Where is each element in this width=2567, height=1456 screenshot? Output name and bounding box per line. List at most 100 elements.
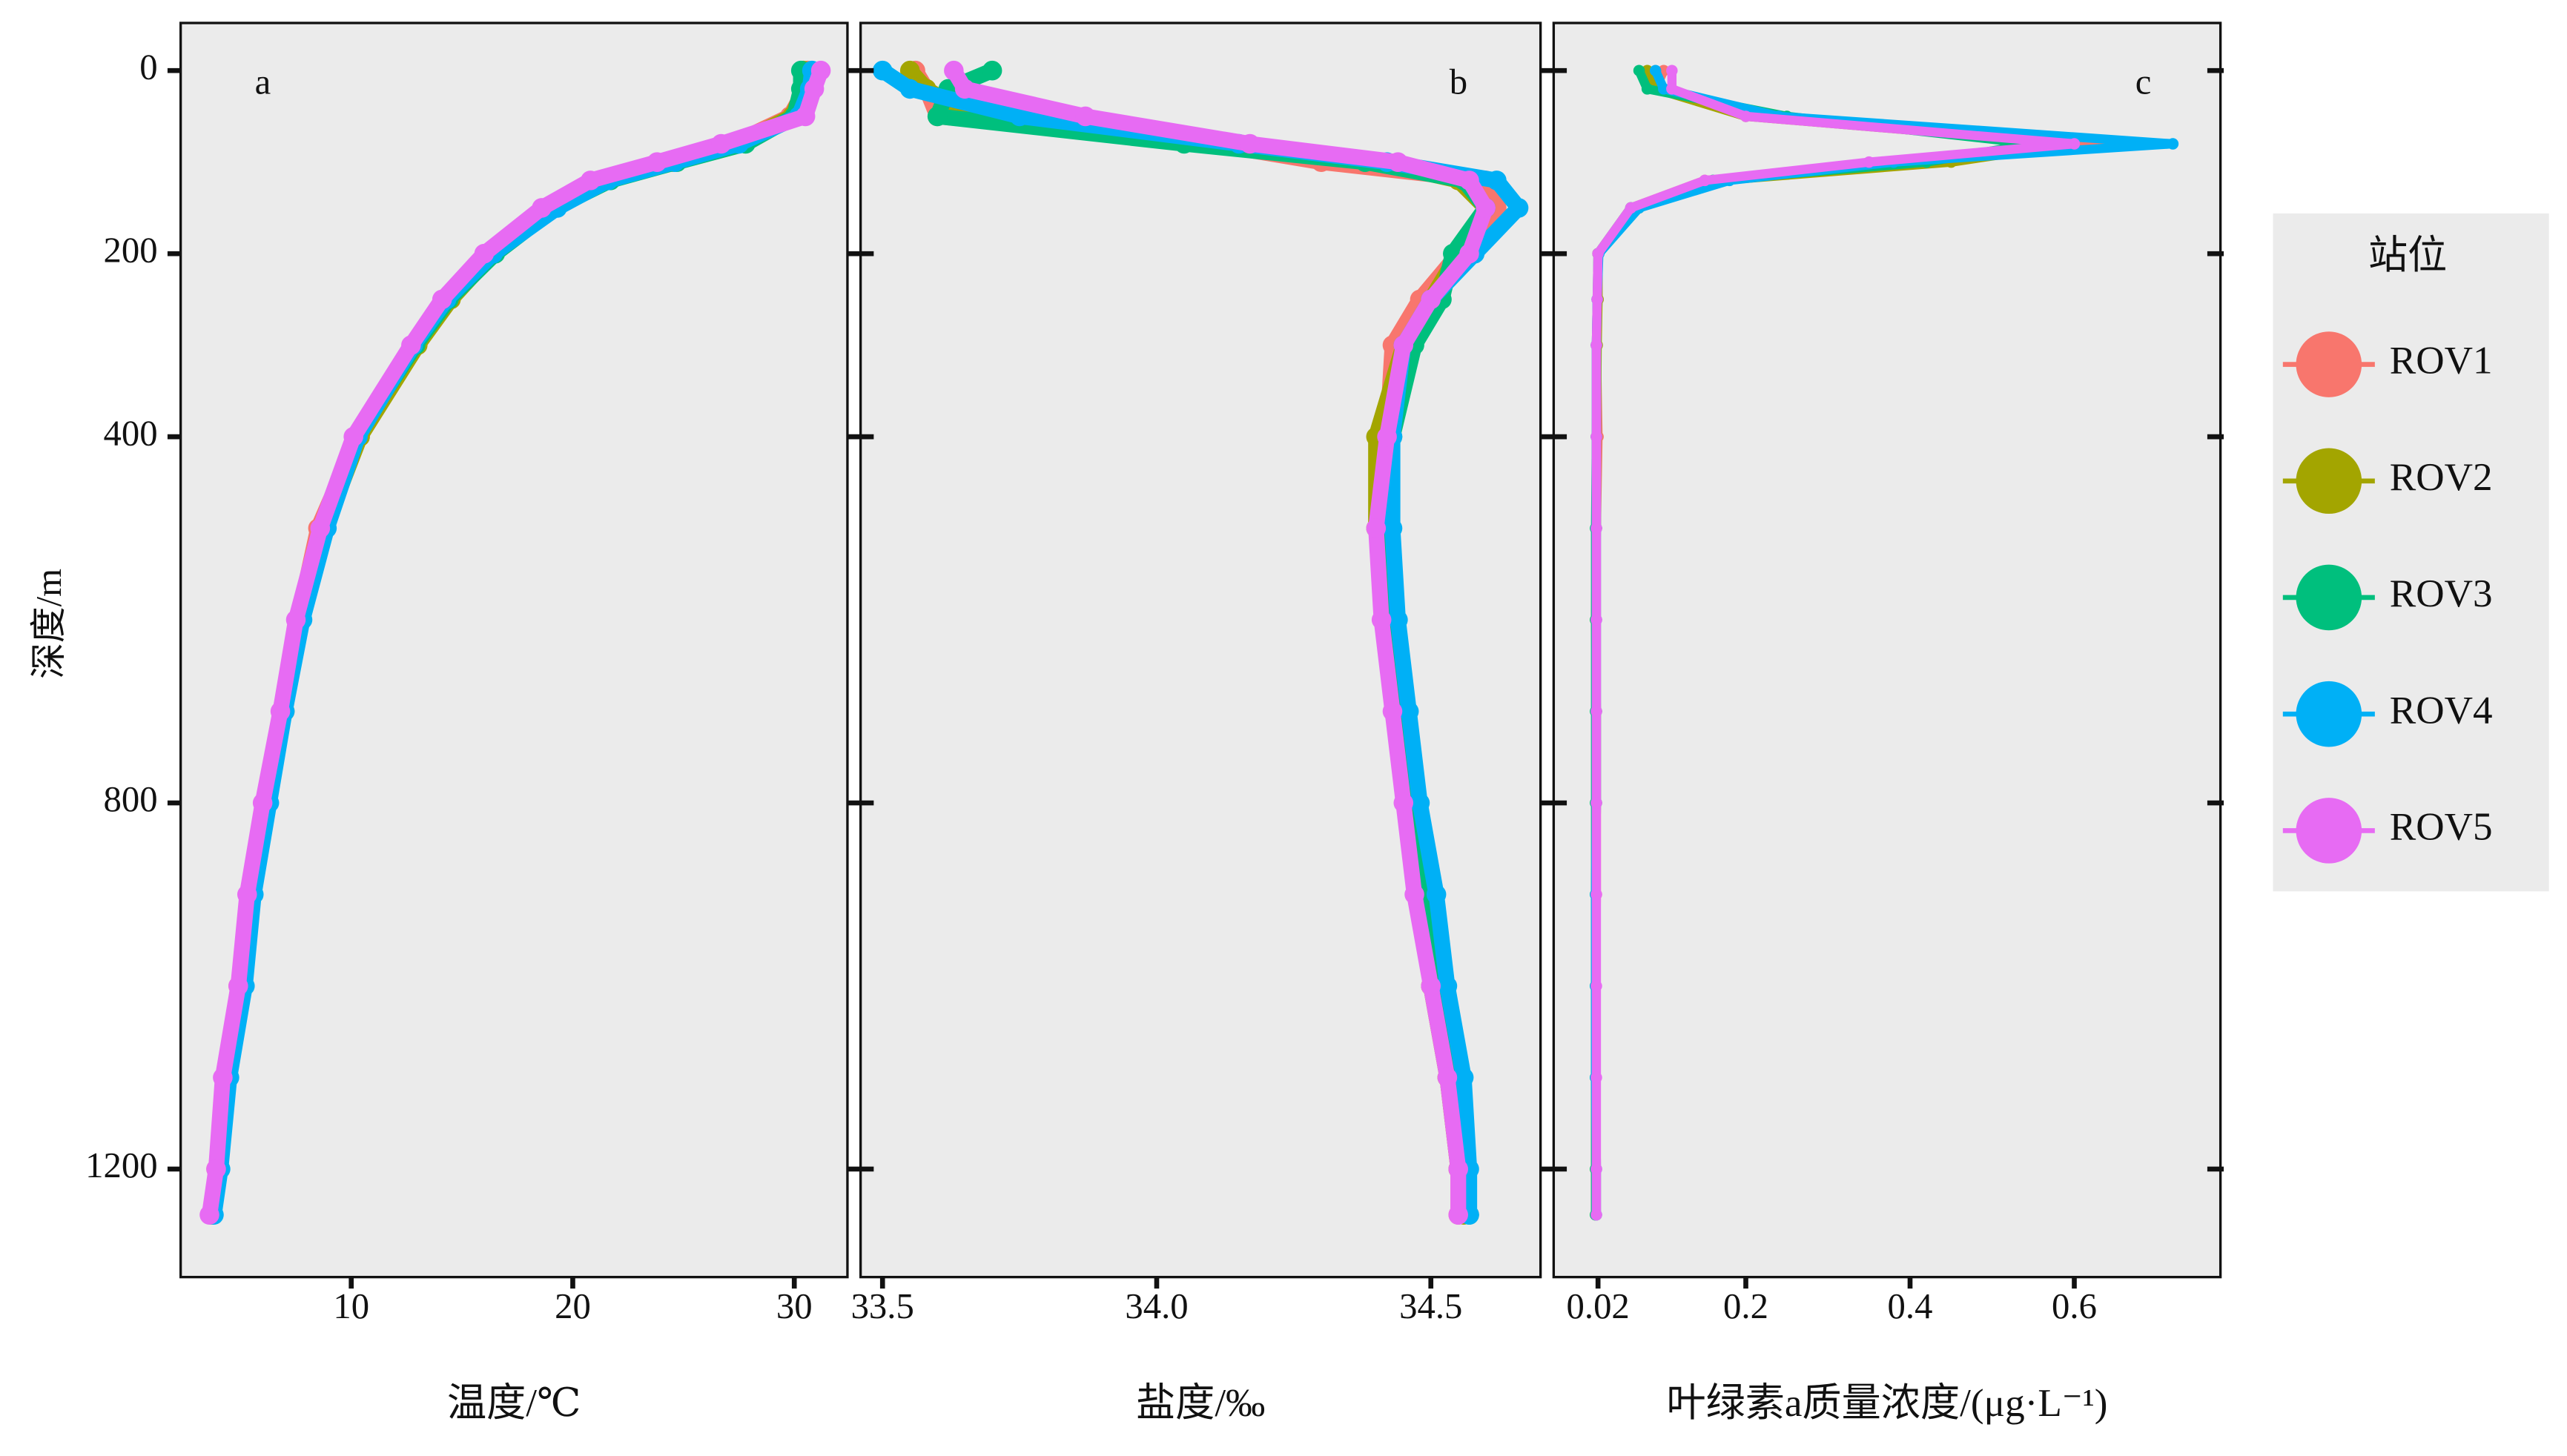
x-tick-label: 30 bbox=[776, 1286, 813, 1326]
x-tick-label: 10 bbox=[333, 1286, 369, 1326]
plot-area bbox=[1590, 64, 2179, 1221]
point bbox=[1863, 156, 1875, 168]
plot-area bbox=[199, 60, 831, 1225]
legend-swatch bbox=[2296, 564, 2362, 631]
panel-frame bbox=[179, 21, 849, 1279]
point bbox=[1592, 248, 1604, 259]
x-axis-label: 叶绿素a质量浓度/(μg·L⁻¹) bbox=[1666, 1382, 2107, 1425]
point bbox=[1393, 792, 1414, 813]
y-tick-label: 200 bbox=[104, 230, 158, 270]
point bbox=[270, 701, 291, 721]
panel-frame bbox=[1552, 21, 2222, 1279]
x-tick-label: 34.5 bbox=[1399, 1286, 1462, 1326]
point bbox=[1590, 1163, 1602, 1175]
point bbox=[1426, 884, 1447, 904]
x-tick-label: 33.5 bbox=[851, 1286, 914, 1326]
point bbox=[252, 792, 273, 813]
point bbox=[1448, 1205, 1469, 1225]
point bbox=[2167, 138, 2179, 150]
point bbox=[1421, 289, 1441, 310]
point bbox=[1404, 884, 1424, 904]
point bbox=[1666, 64, 1678, 76]
point bbox=[581, 171, 601, 191]
legend-swatch bbox=[2296, 448, 2362, 514]
point bbox=[647, 152, 667, 172]
point bbox=[899, 79, 920, 99]
point bbox=[206, 1159, 226, 1179]
point bbox=[1377, 426, 1397, 447]
point bbox=[711, 133, 731, 154]
point bbox=[1590, 980, 1602, 992]
point bbox=[1590, 705, 1602, 718]
point bbox=[228, 976, 248, 996]
point bbox=[1487, 171, 1507, 191]
point bbox=[1437, 1068, 1458, 1088]
point bbox=[804, 79, 825, 99]
legend-swatch bbox=[2296, 681, 2362, 747]
legend-swatch bbox=[2296, 798, 2362, 864]
legend-label: ROV5 bbox=[2390, 806, 2493, 849]
panel-label: c bbox=[2135, 62, 2152, 102]
profile-line bbox=[947, 66, 1494, 1215]
point bbox=[872, 60, 893, 81]
point bbox=[1699, 174, 1711, 187]
y-tick-label: 800 bbox=[104, 779, 158, 819]
legend-swatch bbox=[2296, 331, 2362, 397]
legend-label: ROV3 bbox=[2390, 572, 2493, 615]
point bbox=[1590, 1071, 1602, 1084]
point bbox=[1508, 198, 1529, 218]
point bbox=[1590, 1208, 1602, 1221]
x-tick-label: 34.0 bbox=[1125, 1286, 1188, 1326]
panel-label: b bbox=[1450, 62, 1467, 102]
point bbox=[432, 289, 452, 310]
point bbox=[1459, 171, 1479, 191]
legend-label: ROV4 bbox=[2390, 689, 2493, 732]
point bbox=[1590, 797, 1602, 809]
point bbox=[982, 60, 1002, 81]
y-tick-label: 400 bbox=[104, 413, 158, 453]
x-tick-label: 20 bbox=[555, 1286, 591, 1326]
point bbox=[1366, 518, 1387, 538]
point bbox=[795, 106, 816, 127]
legend-box bbox=[2273, 213, 2549, 892]
point bbox=[1240, 133, 1260, 154]
point bbox=[1388, 609, 1408, 630]
point bbox=[899, 60, 920, 81]
panel-label: a bbox=[255, 62, 271, 102]
point bbox=[1382, 701, 1403, 721]
point bbox=[810, 60, 831, 81]
point bbox=[1382, 518, 1403, 538]
point bbox=[1448, 1159, 1469, 1179]
y-axis-label: 深度/m bbox=[29, 569, 69, 679]
point bbox=[474, 243, 495, 264]
legend-label: ROV1 bbox=[2390, 340, 2493, 383]
point bbox=[944, 60, 964, 81]
profile-line bbox=[201, 67, 829, 1217]
point bbox=[1393, 335, 1414, 355]
point bbox=[213, 1068, 233, 1088]
x-tick-label: 0.4 bbox=[1888, 1286, 1933, 1326]
y-tick-label: 1200 bbox=[85, 1145, 157, 1185]
panel-frame bbox=[859, 21, 1542, 1279]
point bbox=[285, 609, 306, 630]
point bbox=[401, 335, 421, 355]
point bbox=[1421, 976, 1441, 996]
point bbox=[1591, 294, 1603, 305]
legend-title: 站位 bbox=[2368, 234, 2447, 277]
point bbox=[954, 79, 975, 99]
point bbox=[1398, 701, 1419, 721]
point bbox=[1075, 106, 1096, 127]
point bbox=[310, 518, 331, 538]
x-tick-label: 0.2 bbox=[1723, 1286, 1768, 1326]
point bbox=[1459, 243, 1479, 264]
point bbox=[1371, 609, 1392, 630]
point bbox=[1625, 202, 1637, 214]
point bbox=[1453, 1068, 1474, 1088]
legend-label: ROV2 bbox=[2390, 456, 2493, 499]
point bbox=[2068, 138, 2081, 150]
point bbox=[1590, 339, 1602, 351]
point bbox=[1658, 83, 1670, 95]
point bbox=[199, 1205, 219, 1225]
point bbox=[532, 198, 552, 218]
